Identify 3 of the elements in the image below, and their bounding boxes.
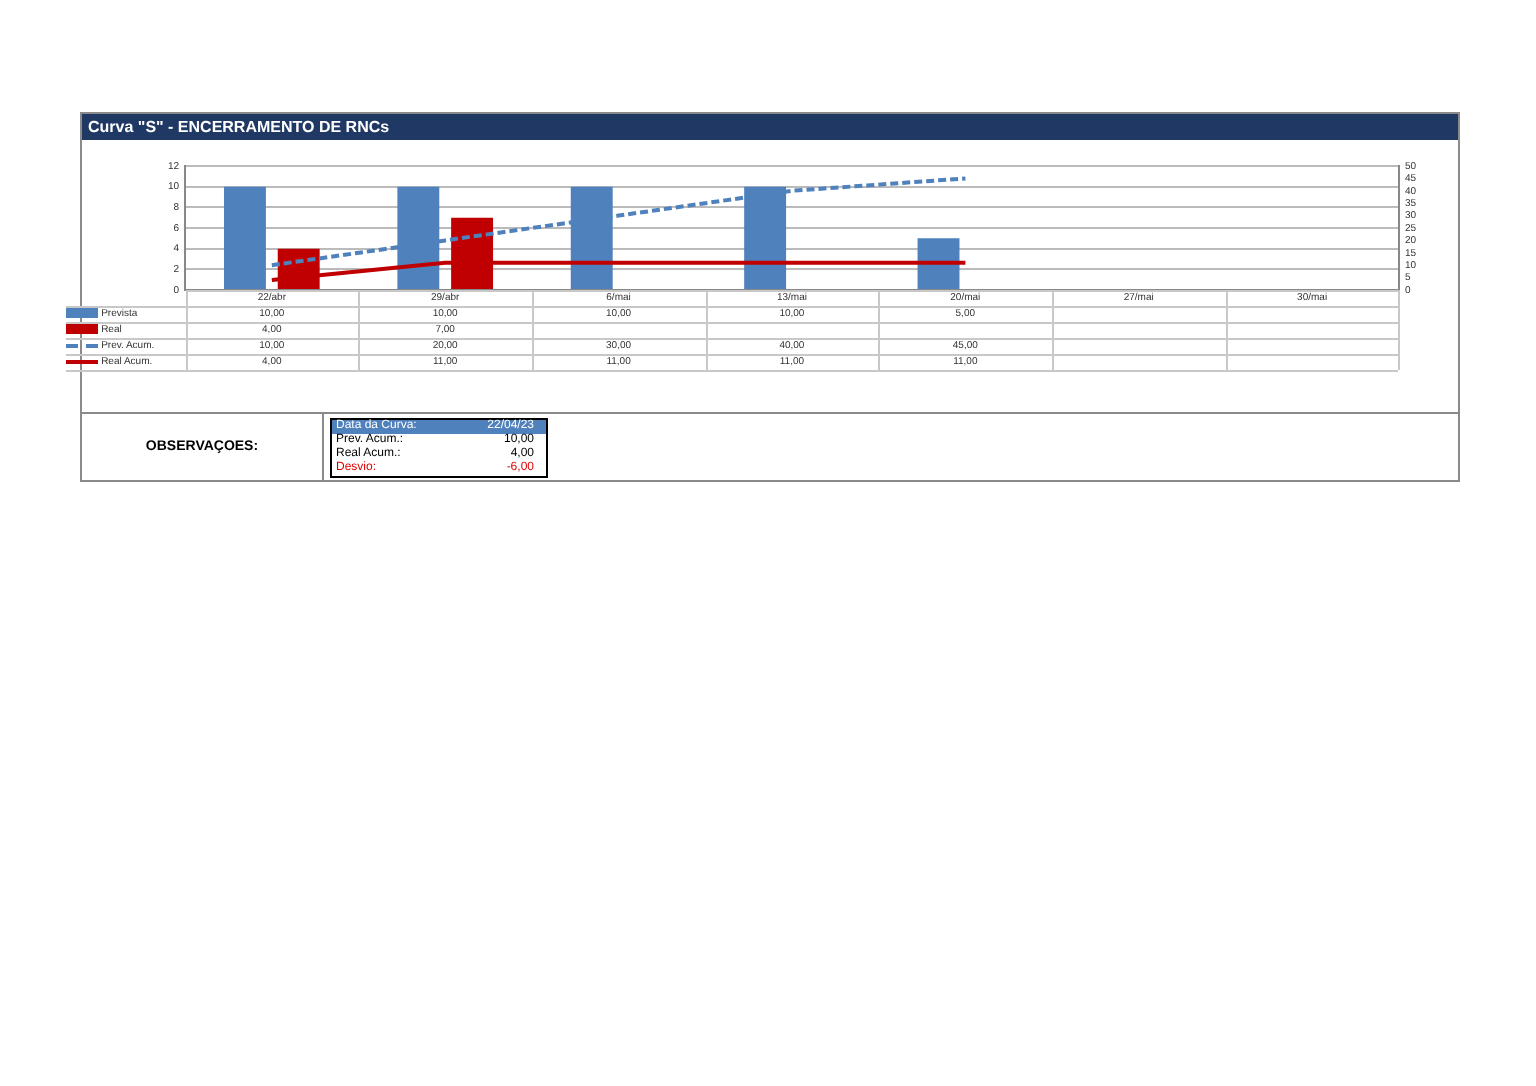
chart-title: Curva "S" - ENCERRAMENTO DE RNCs (82, 114, 1458, 140)
bar (917, 238, 960, 289)
bar (223, 186, 266, 289)
